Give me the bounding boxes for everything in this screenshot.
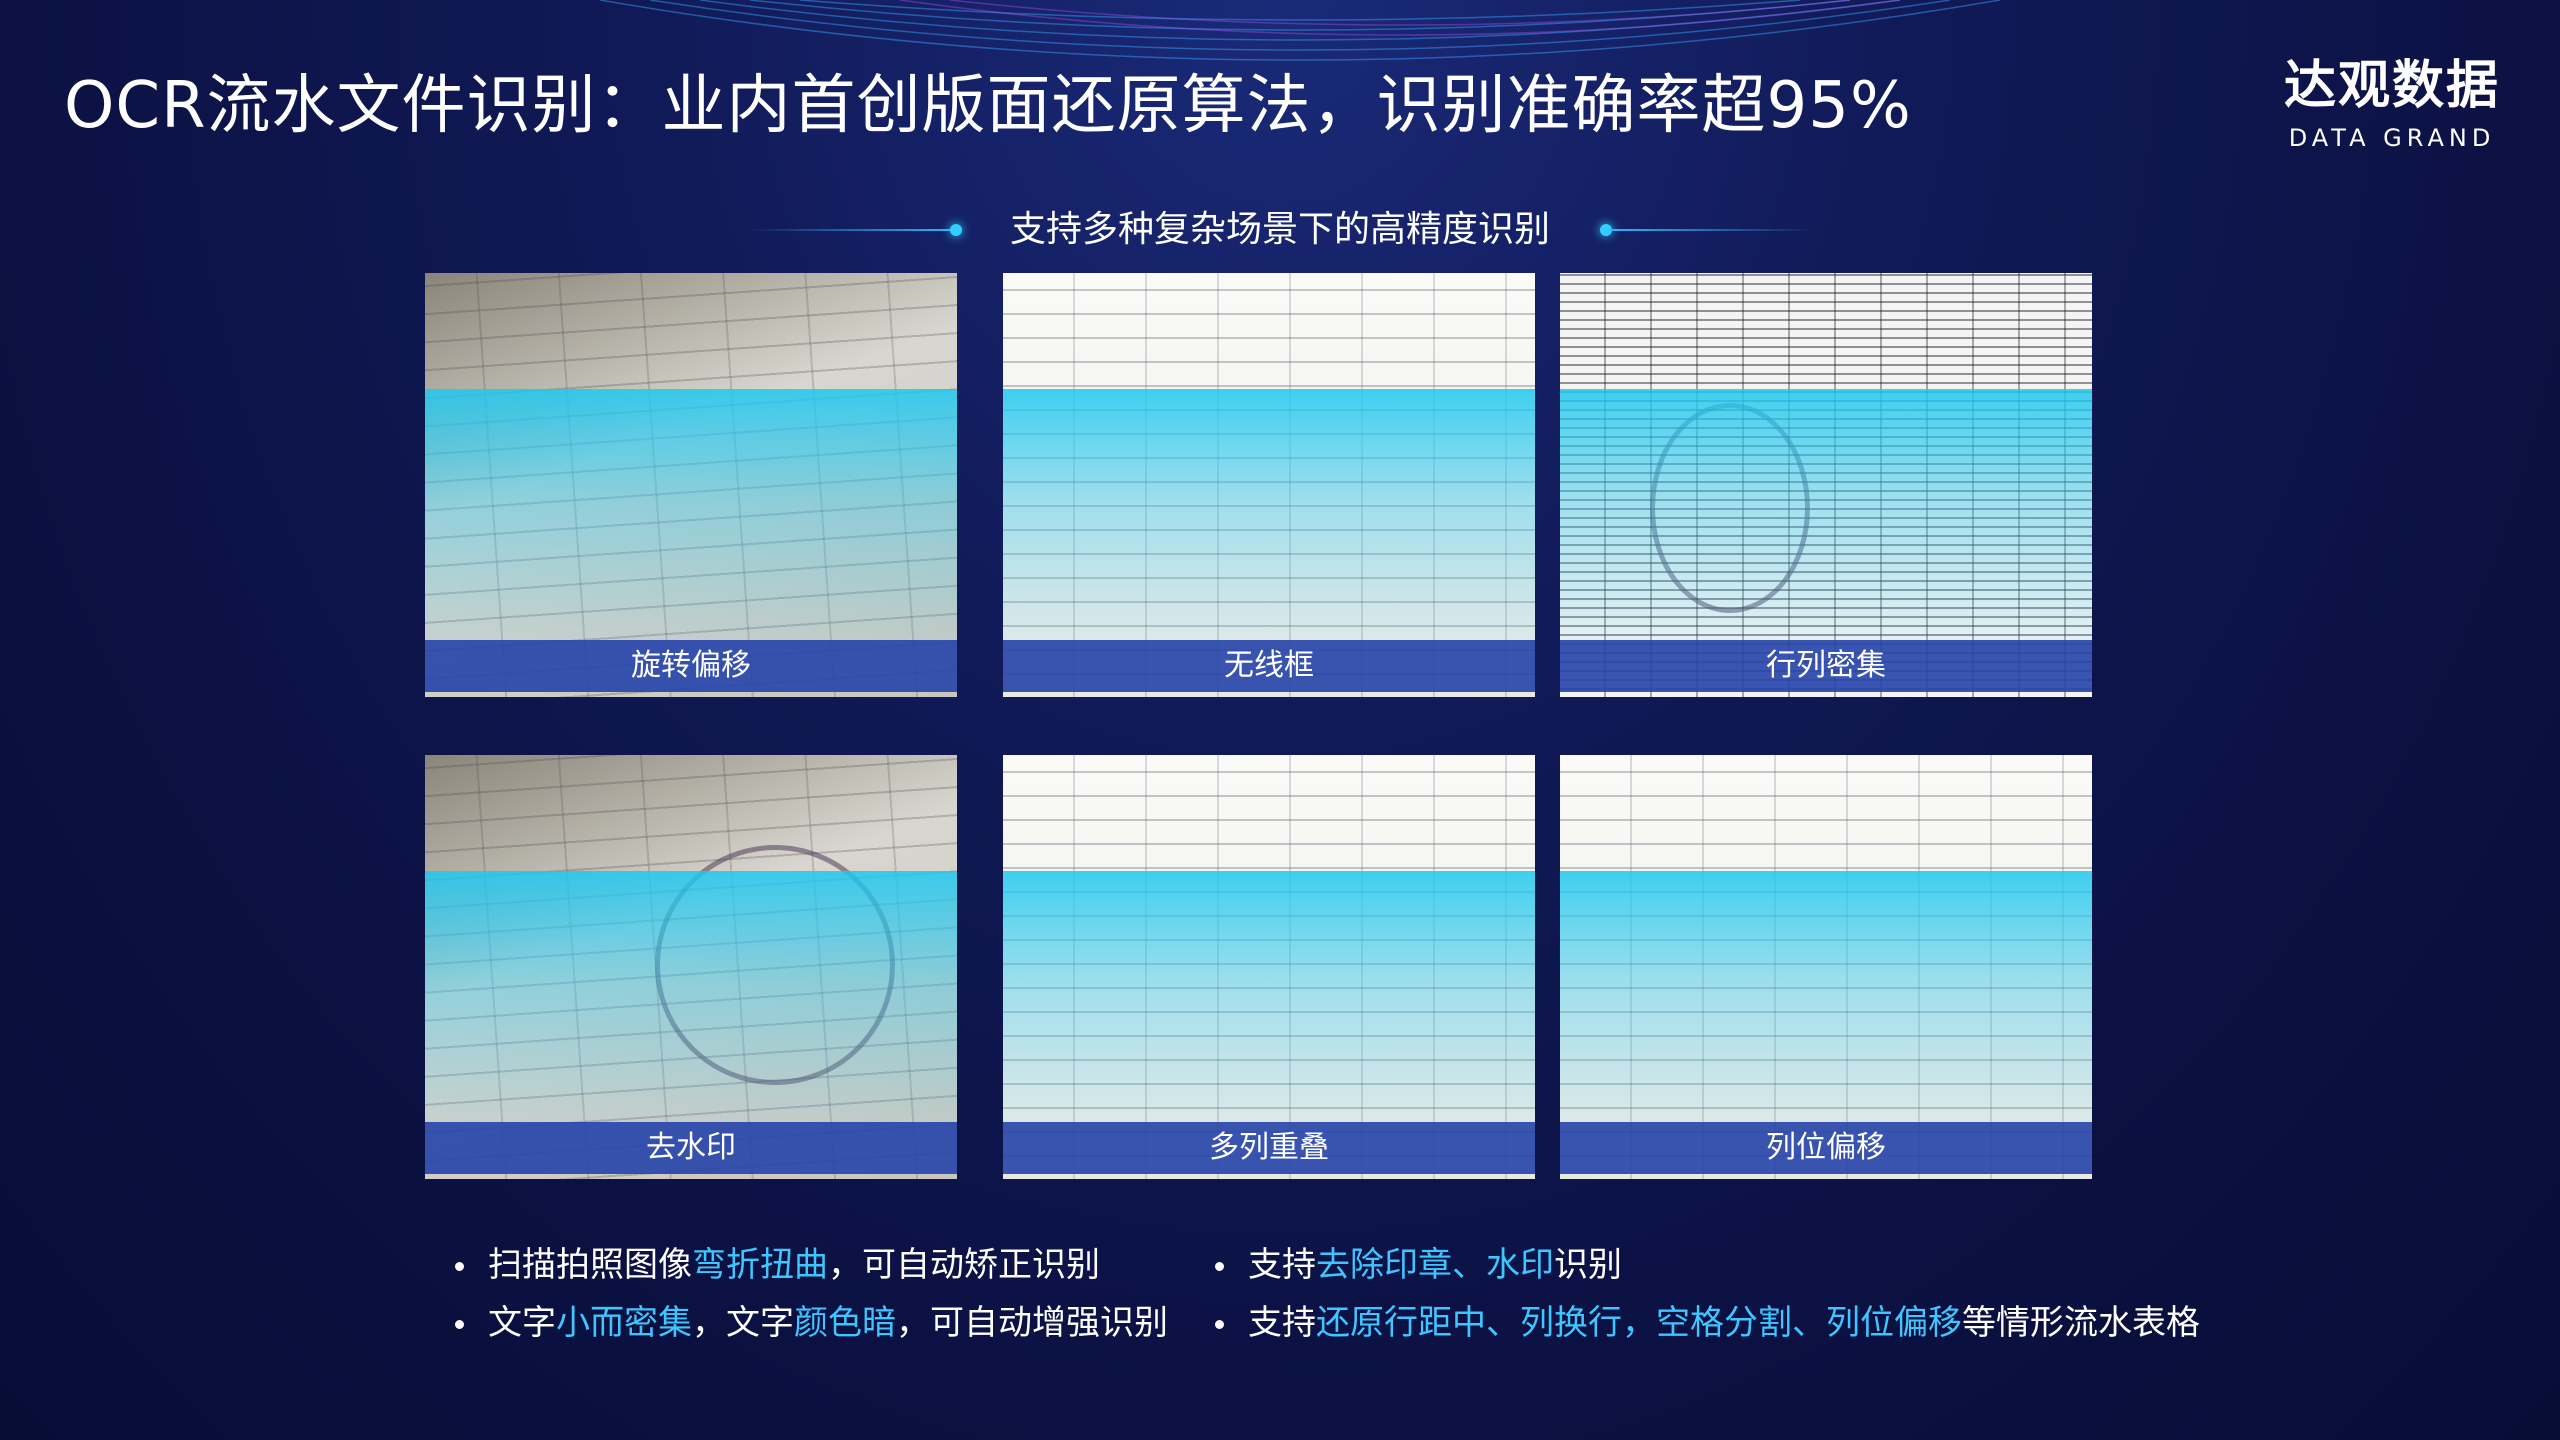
image-panel: 去水印	[425, 755, 957, 1179]
bullet-text: ，文字	[692, 1303, 794, 1343]
scan-overlay	[1003, 871, 1535, 1123]
logo: 达观数据 DATA GRAND	[2284, 60, 2500, 152]
highlight-text: 弯折扭曲	[692, 1245, 828, 1285]
scan-overlay	[1560, 871, 2092, 1123]
bullet: 文字小而密集，文字颜色暗，可自动增强识别	[455, 1306, 1168, 1340]
image-panel: 旋转偏移	[425, 273, 957, 697]
scan-overlay	[1560, 389, 2092, 641]
bullet-text: 扫描拍照图像	[488, 1245, 692, 1285]
divider-dot	[1600, 224, 1612, 236]
highlight-text: 小而密集	[556, 1303, 692, 1343]
scan-overlay	[425, 871, 957, 1123]
bullet-dot	[455, 1262, 464, 1271]
bullet-text: 支持	[1248, 1245, 1316, 1285]
bullet: 扫描拍照图像弯折扭曲，可自动矫正识别	[455, 1248, 1100, 1282]
panel-label: 旋转偏移	[425, 640, 957, 692]
scan-overlay	[425, 389, 957, 641]
panel-label: 行列密集	[1560, 640, 2092, 692]
logo-subtext: DATA GRAND	[2288, 124, 2496, 152]
highlight-text: 去除印章、水印	[1316, 1245, 1554, 1285]
bullet-text: 等情形流水表格	[1962, 1303, 2200, 1343]
image-panel: 无线框	[1003, 273, 1535, 697]
divider-dot	[950, 224, 962, 236]
panel-label: 无线框	[1003, 640, 1535, 692]
scan-overlay	[1003, 389, 1535, 641]
panel-label: 列位偏移	[1560, 1122, 2092, 1174]
bullet-text: 识别	[1554, 1245, 1622, 1285]
bullet-text: 支持	[1248, 1303, 1316, 1343]
divider	[1610, 229, 1815, 231]
bullet-text: ，可自动矫正识别	[828, 1245, 1100, 1285]
subtitle: 支持多种复杂场景下的高精度识别	[1009, 209, 1550, 250]
bullet: 支持还原行距中、列换行，空格分割、列位偏移等情形流水表格	[1215, 1306, 2200, 1340]
panel-label: 多列重叠	[1003, 1122, 1535, 1174]
bullet-dot	[1215, 1262, 1224, 1271]
image-panel: 列位偏移	[1560, 755, 2092, 1179]
subtitle-row: 支持多种复杂场景下的高精度识别	[0, 205, 2560, 255]
bullet-dot	[1215, 1320, 1224, 1329]
bullet-text: 文字	[488, 1303, 556, 1343]
bullet-text: ，可自动增强识别	[896, 1303, 1168, 1343]
divider	[750, 229, 955, 231]
highlight-text: 还原行距中、列换行，空格分割、列位偏移	[1316, 1303, 1962, 1343]
logo-text: 达观数据	[2283, 56, 2500, 116]
wave-decoration	[599, 0, 2001, 61]
bullet: 支持去除印章、水印识别	[1215, 1248, 1622, 1282]
highlight-text: 颜色暗	[794, 1303, 896, 1343]
bullet-dot	[455, 1320, 464, 1329]
image-panel: 行列密集	[1560, 273, 2092, 697]
title: OCR流水文件识别：业内首创版面还原算法，识别准确率超95%	[64, 69, 1912, 143]
panel-label: 去水印	[425, 1122, 957, 1174]
image-panel: 多列重叠	[1003, 755, 1535, 1179]
